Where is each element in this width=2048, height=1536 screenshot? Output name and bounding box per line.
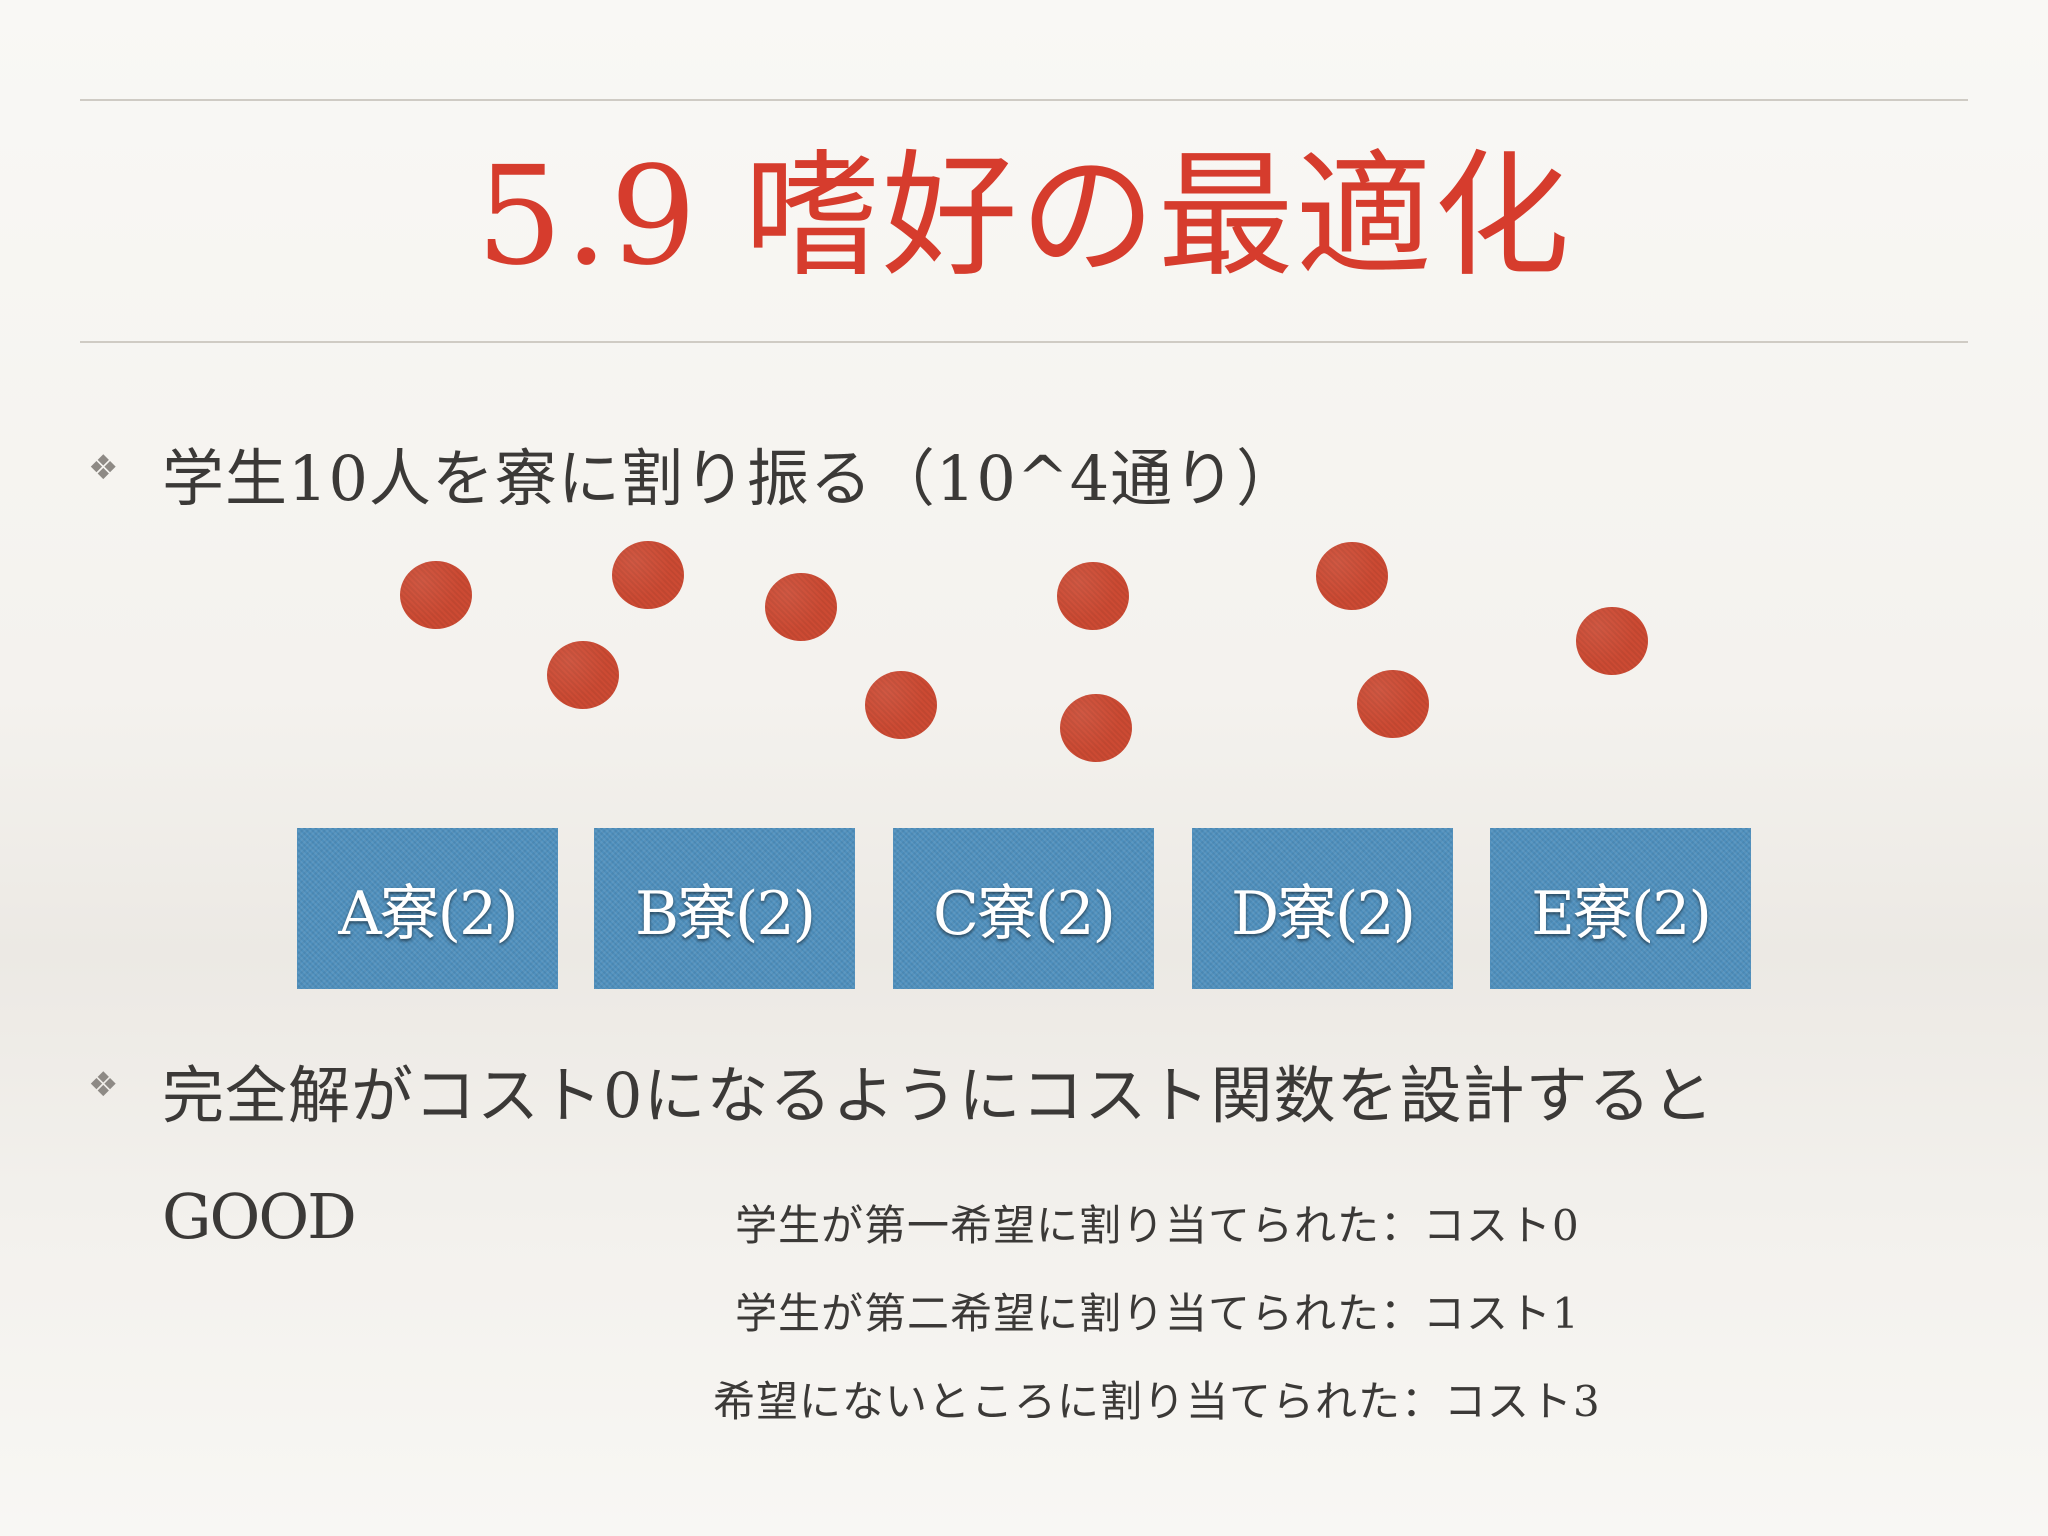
student-dot	[400, 561, 472, 629]
dorm-box-b: B寮(2)	[594, 828, 855, 989]
cost-rule-first-choice: 学生が第一希望に割り当てられた：コスト0	[735, 1201, 1580, 1250]
cost-rule-second-choice: 学生が第二希望に割り当てられた：コスト1	[735, 1289, 1580, 1338]
student-dot	[1576, 607, 1648, 675]
slide-title: 5.9 嗜好の最適化	[476, 138, 1572, 296]
student-dot	[1357, 670, 1429, 738]
title-bottom-rule	[80, 341, 1968, 343]
diamond-flower-bullet-icon: ❖	[88, 1065, 119, 1105]
cost-rule-no-choice: 希望にないところに割り当てられた：コスト3	[713, 1377, 1601, 1426]
good-label: GOOD	[162, 1180, 357, 1253]
dorm-box-a: A寮(2)	[297, 828, 558, 989]
bullet-students-allocation: 学生10人を寮に割り振る（10^4通り）	[162, 442, 1300, 515]
student-dot	[765, 573, 837, 641]
student-dot	[547, 641, 619, 709]
dorm-box-e: E寮(2)	[1490, 828, 1751, 989]
student-dot	[1316, 542, 1388, 610]
student-dot	[612, 541, 684, 609]
title-top-rule	[80, 99, 1968, 101]
student-dot	[865, 671, 937, 739]
diamond-flower-bullet-icon: ❖	[88, 448, 119, 488]
dorm-box-c: C寮(2)	[893, 828, 1154, 989]
bullet-cost-design: 完全解がコスト0になるようにコスト関数を設計すると	[162, 1059, 1715, 1132]
student-dot	[1057, 562, 1129, 630]
student-dot	[1060, 694, 1132, 762]
dorm-box-d: D寮(2)	[1192, 828, 1453, 989]
